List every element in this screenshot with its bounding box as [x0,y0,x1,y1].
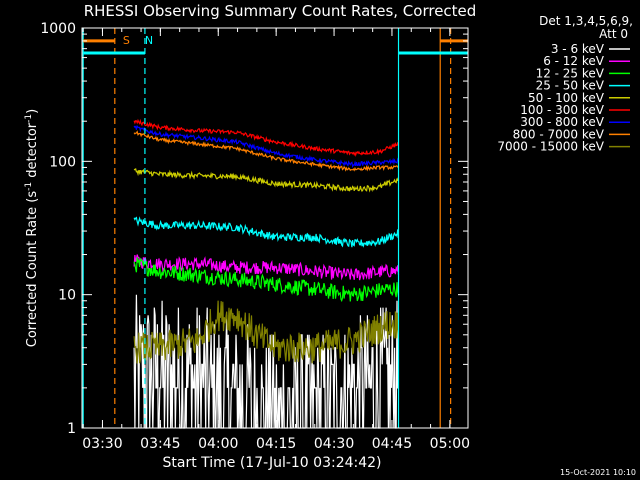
annotation-n: N [145,34,153,47]
data-layer [133,118,400,429]
y-axis-label-sup2: -1 [24,114,34,123]
legend-label-8: 7000 - 15000 keV [497,140,604,154]
x-tick-label-2: 04:00 [198,436,238,452]
y-tick-label-0: 1 [67,421,76,437]
y-tick-label-3: 1000 [40,21,76,37]
y-axis-label: Corrected Count Rate (s-1 detector-1) [24,109,40,347]
legend-label-1: 6 - 12 keV [543,54,605,68]
legend-label-0: 3 - 6 keV [551,42,605,56]
x-tick-label-0: 03:30 [82,436,122,452]
legend-label-7: 800 - 7000 keV [513,127,605,141]
series-line-1 [133,254,400,281]
x-tick-label-3: 04:15 [256,436,296,452]
x-tick-label-5: 04:45 [372,436,412,452]
plot-frame [81,27,469,429]
x-tick-label-1: 03:45 [140,436,180,452]
series-line-5 [133,118,400,158]
y-axis-label-mid: detector [25,122,40,182]
y-axis-label-sup1: -1 [24,182,34,191]
y-axis-label-end: ) [25,109,40,114]
x-tick-label-4: 04:30 [314,436,354,452]
y-tick-label-1: 10 [58,288,76,304]
legend-header-line1: Det 1,3,4,5,6,9, [539,14,633,28]
series-line-4 [133,167,400,193]
legend-label-5: 100 - 300 keV [520,103,604,117]
legend-label-3: 25 - 50 keV [536,79,605,93]
series-line-2 [133,257,400,303]
legend-label-4: 50 - 100 keV [528,91,605,105]
x-axis-label: Start Time (17-Jul-10 03:24:42) [162,455,381,471]
series-line-3 [133,216,400,248]
chart-title: RHESSI Observing Summary Count Rates, Co… [84,2,477,20]
series-line-7 [133,130,399,172]
y-axis-label-main: Corrected Count Rate (s [25,191,40,348]
series-line-6 [133,124,400,168]
axes-layer: 03:30 03:45 04:00 04:15 04:30 04:45 05:00 1 10 10… [40,21,470,452]
annotation-s: S [123,34,130,47]
footer-timestamp: 15-Oct-2021 10:10 [560,468,636,477]
legend-label-2: 12 - 25 keV [536,66,605,80]
y-tick-label-2: 100 [49,154,76,170]
legend-header-line2: Att 0 [599,27,628,41]
x-tick-label-6: 05:00 [430,436,470,452]
series-line-0 [133,294,399,429]
series-line-8 [133,300,400,364]
legend-label-6: 300 - 800 keV [520,115,604,129]
